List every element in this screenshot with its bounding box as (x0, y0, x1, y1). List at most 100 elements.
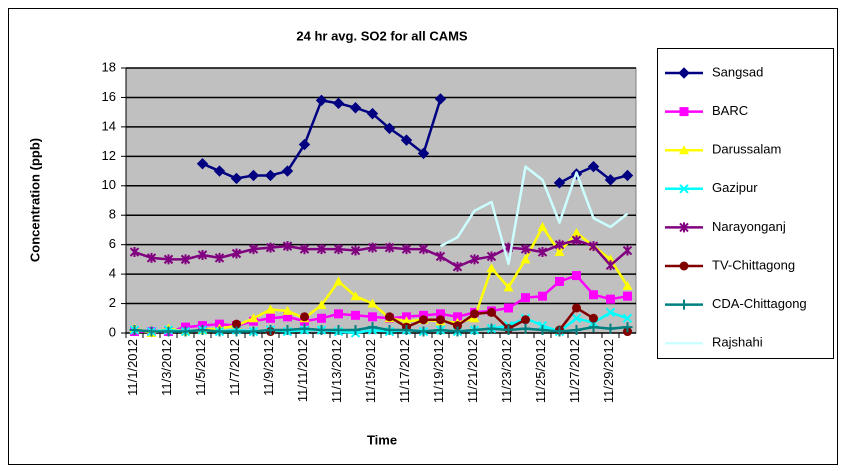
data-point (520, 323, 531, 334)
data-point (623, 291, 632, 301)
legend-label: TV-Chittagong (712, 257, 795, 272)
data-point (129, 247, 140, 258)
data-point (418, 244, 429, 255)
x-tick-label: 11/7/2012 (227, 339, 242, 396)
data-point (282, 325, 293, 336)
data-point (350, 291, 361, 301)
data-point (537, 247, 548, 258)
data-point (553, 177, 566, 189)
y-tick-label: 16 (102, 89, 116, 104)
data-point (538, 291, 547, 301)
data-point (196, 157, 209, 170)
data-point (622, 313, 633, 323)
data-point (554, 247, 565, 257)
data-point (349, 102, 362, 114)
data-point (367, 242, 378, 253)
data-point (589, 290, 598, 300)
data-point (605, 323, 616, 334)
data-point (299, 244, 310, 255)
data-point (504, 303, 513, 313)
data-point (282, 305, 293, 315)
data-point (622, 322, 633, 333)
data-point (333, 244, 344, 255)
legend-marker (679, 299, 689, 310)
data-point (300, 312, 309, 322)
legend-marker (679, 222, 689, 233)
data-point (401, 244, 412, 255)
x-tick-label: 11/11/2012 (295, 339, 310, 402)
data-point (571, 235, 582, 246)
data-point (265, 325, 276, 336)
legend-label: Gazipur (712, 180, 758, 195)
x-tick-label: 11/9/2012 (261, 339, 276, 396)
data-point (231, 326, 242, 337)
data-point (368, 312, 377, 322)
data-point (587, 160, 600, 173)
x-axis-title: Time (367, 432, 397, 447)
y-tick-label: 4 (109, 266, 116, 281)
data-point (367, 298, 378, 308)
data-point (621, 169, 634, 182)
data-point (247, 169, 260, 182)
data-point (435, 251, 446, 262)
data-point (214, 326, 225, 337)
data-point (316, 244, 327, 255)
data-point (555, 276, 564, 286)
data-point (487, 307, 496, 317)
data-point (453, 312, 462, 322)
legend-box (657, 48, 834, 359)
data-point (163, 254, 174, 265)
x-tick-label: 11/1/2012 (125, 339, 140, 396)
legend-label: Rajshahi (712, 335, 763, 350)
data-point (334, 309, 343, 319)
data-point (435, 325, 446, 336)
data-point (503, 282, 514, 292)
series-line (439, 165, 629, 266)
data-point (384, 325, 395, 336)
x-tick-label: 11/25/2012 (533, 339, 548, 403)
data-point (521, 315, 530, 325)
data-point (469, 325, 480, 336)
data-point (486, 251, 497, 262)
data-point (589, 313, 598, 323)
data-point (265, 242, 276, 253)
legend-marker (679, 107, 689, 117)
data-point (384, 242, 395, 253)
data-point (248, 313, 259, 323)
data-point (213, 165, 226, 177)
data-point (605, 260, 616, 271)
data-point (503, 325, 514, 336)
x-tick-label: 11/17/2012 (397, 339, 412, 403)
data-point (572, 271, 581, 281)
data-point (248, 244, 259, 255)
data-point (231, 248, 242, 259)
data-point (436, 315, 445, 325)
data-point (417, 147, 430, 160)
data-point (163, 326, 174, 337)
data-point (232, 319, 241, 329)
data-point (453, 321, 462, 331)
data-point (520, 244, 531, 255)
data-point (419, 315, 428, 325)
x-tick-label: 11/15/2012 (363, 339, 378, 403)
data-point (401, 316, 412, 326)
data-point (401, 325, 412, 336)
data-point (605, 307, 616, 318)
data-point (537, 222, 548, 231)
data-point (520, 254, 531, 264)
data-point (383, 122, 396, 135)
data-point (367, 322, 378, 333)
chart-title: 24 hr avg. SO2 for all CAMS (296, 28, 468, 43)
y-tick-label: 12 (102, 148, 116, 163)
data-point (248, 326, 259, 337)
y-tick-label: 0 (109, 324, 116, 339)
data-point (486, 263, 497, 273)
data-point (197, 249, 208, 260)
data-point (606, 294, 615, 304)
data-point (180, 254, 191, 265)
plot-area (125, 67, 637, 334)
x-tick-label: 11/27/2012 (567, 339, 582, 403)
legend-marker (679, 184, 689, 194)
legend-label: CDA-Chittagong (712, 296, 807, 311)
